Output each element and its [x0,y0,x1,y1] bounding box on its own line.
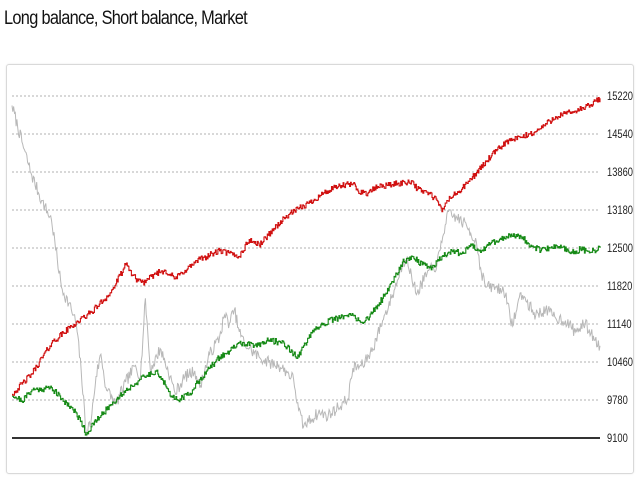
y-tick-label: 14540 [607,128,633,141]
y-tick-label: 15220 [607,90,633,103]
y-tick-label: 13180 [607,204,633,217]
y-tick-label: 11820 [607,280,632,293]
chart-title: Long balance, Short balance, Market [4,8,248,29]
y-tick-label: 10460 [607,356,633,369]
series-line-long [12,97,601,396]
series-line-market [11,105,601,437]
y-tick-label: 12500 [607,242,633,255]
grid-lines [12,95,600,401]
y-tick-label: 9100 [607,432,628,445]
series-group [11,97,601,437]
y-tick-label: 13860 [607,166,633,179]
y-tick-label: 11140 [607,318,632,331]
y-tick-labels: 15220 14540 13860 13180 12500 11820 11140 10460… [607,90,633,445]
y-tick-label: 9780 [607,394,628,407]
series-line-short [12,233,601,436]
